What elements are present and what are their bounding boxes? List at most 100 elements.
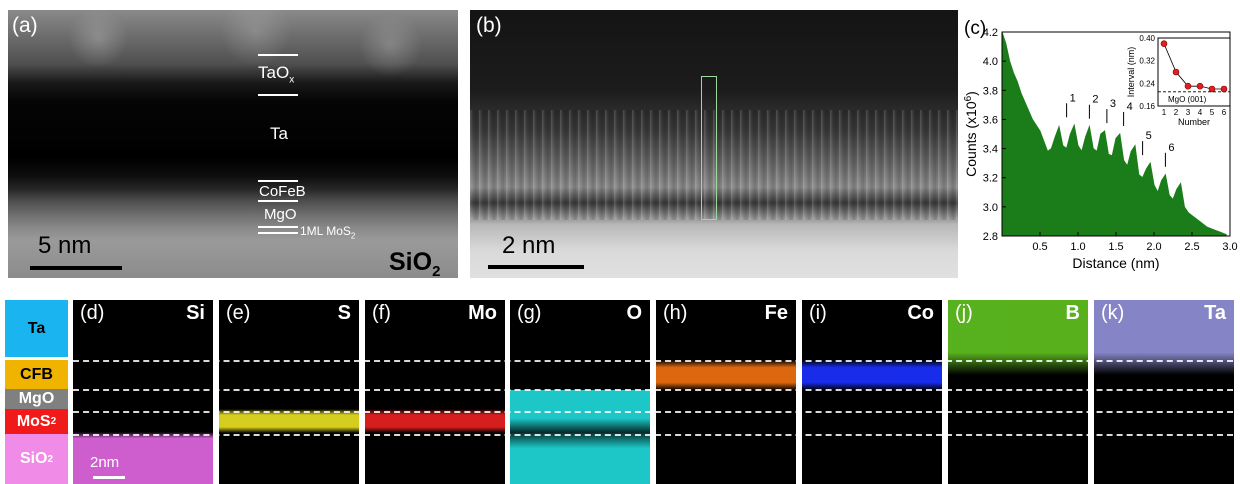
peak-label: 1 [1070, 92, 1076, 104]
inset-point [1196, 82, 1204, 90]
element-label: O [626, 302, 642, 324]
inset-y-tick-label: 0.24 [1139, 79, 1155, 88]
panel-a-label: (a) [12, 14, 38, 37]
eds-map-si: (d) Si 2nm [73, 300, 213, 484]
layer-line [258, 54, 298, 56]
substrate-label: SiO2 [389, 248, 441, 278]
panel-c-label: (c) [964, 18, 986, 39]
element-signal [802, 360, 942, 390]
interface-dashed-line [73, 434, 1233, 436]
scale-label: 2 nm [502, 232, 556, 259]
map-panel-label: (h) [663, 302, 688, 324]
counts-area-series [1001, 31, 1227, 237]
y-tick-label: 3.2 [983, 173, 998, 185]
y-tick-label: 2.8 [983, 231, 998, 243]
legend-mos: MoS 2 [5, 409, 68, 434]
eds-map-ta: (k) Ta [1094, 300, 1234, 484]
interface-dashed-line [73, 360, 1233, 362]
y-tick-label: 4.0 [983, 56, 998, 68]
mgo-reference-label: MgO (001) [1168, 95, 1207, 104]
scale-label: 5 nm [38, 232, 92, 259]
ta-ox-texture [8, 10, 458, 80]
peak-label: 3 [1110, 98, 1116, 110]
panel-b-label: (b) [476, 14, 502, 37]
element-signal [510, 390, 650, 484]
map-panel-label: (k) [1101, 302, 1125, 324]
inset-y-tick-label: 0.16 [1139, 102, 1155, 111]
eds-map-mo: (f) Mo [365, 300, 505, 484]
eds-map-b: (j) B [948, 300, 1088, 484]
element-signal [365, 409, 505, 433]
x-tick-label: 0.5 [1032, 241, 1047, 253]
x-tick-label: 3.0 [1222, 241, 1237, 253]
peak-label: 5 [1146, 130, 1152, 142]
scale-bar [488, 265, 584, 269]
inset-point [1184, 82, 1192, 90]
inset-x-tick-label: 4 [1198, 108, 1203, 117]
x-tick-label: 2.5 [1184, 241, 1199, 253]
legend-cfb: CFB [5, 360, 68, 389]
element-signal [1094, 300, 1234, 375]
interface-dashed-line [73, 389, 1233, 391]
eds-map-o: (g) O [510, 300, 650, 484]
layer-line [258, 200, 298, 202]
element-signal [948, 300, 1088, 375]
element-label: Fe [764, 302, 788, 324]
inset-x-tick-label: 2 [1174, 108, 1179, 117]
inset-y-tick-label: 0.40 [1139, 34, 1155, 43]
map-scale-bar [93, 476, 125, 479]
element-label: B [1065, 302, 1080, 324]
layer-line [258, 180, 298, 182]
element-signal [73, 432, 213, 484]
x-tick-label: 1.0 [1070, 241, 1085, 253]
layer-label-taox: TaOx [258, 63, 295, 86]
interface-dashed-line [73, 411, 1233, 413]
inset-x-label: Number [1178, 117, 1210, 127]
inset-point [1160, 40, 1168, 47]
inset-x-tick-label: 5 [1210, 108, 1215, 117]
inset-point [1220, 85, 1228, 93]
y-tick-label: 4.2 [983, 27, 998, 39]
element-label: Si [186, 302, 205, 324]
inset-frame [1157, 37, 1231, 107]
map-panel-label: (g) [517, 302, 542, 324]
element-signal [219, 409, 359, 433]
element-signal [656, 360, 796, 390]
eds-map-co: (i) Co [802, 300, 942, 484]
layer-label-cofeb: CoFeB [259, 183, 306, 200]
element-label: Ta [1204, 302, 1226, 324]
peak-label: 4 [1127, 101, 1133, 113]
layer-line [258, 94, 298, 96]
map-scale-label: 2nm [90, 454, 120, 471]
element-label: Co [907, 302, 934, 324]
peak-label: 2 [1092, 94, 1098, 106]
line-profile-chart: 2.8 3.0 3.2 3.4 3.6 3.8 4.0 4.2 0.5 1.0 1.5 2.0 2.5 3… [963, 18, 1238, 271]
layer-line [258, 226, 298, 228]
scale-bar [30, 266, 122, 270]
line-profile-box [701, 76, 717, 220]
map-panel-label: (i) [809, 302, 827, 324]
map-panel-label: (e) [226, 302, 251, 324]
x-axis-label: Distance (nm) [1072, 255, 1159, 271]
map-panel-label: (f) [372, 302, 391, 324]
panel-c-chart: 2.8 3.0 3.2 3.4 3.6 3.8 4.0 4.2 0.5 1.0 1.5 2.0 2.5 3… [962, 10, 1240, 286]
eds-map-s: (e) S [219, 300, 359, 484]
inset-x-tick-label: 1 [1162, 108, 1167, 117]
lattice-texture [470, 110, 958, 220]
layer-label-mgo: MgO [264, 206, 297, 223]
y-tick-label: 3.0 [983, 202, 998, 214]
y-axis-label: Counts (x106) [963, 91, 979, 177]
map-panel-label: (d) [80, 302, 105, 324]
inset-x-tick-label: 3 [1186, 108, 1191, 117]
panel-a-tem-image: (a) TaOx Ta CoFeB MgO 1ML MoS2 5 nm SiO2 [8, 10, 458, 278]
peak-label: 6 [1168, 142, 1174, 154]
layer-line [258, 232, 298, 234]
legend-mgo: MgO [5, 389, 68, 409]
layer-label-mos2: 1ML MoS2 [300, 224, 356, 241]
panel-b-tem-image: (b) 2 nm [470, 10, 958, 278]
inset-y-tick-label: 0.32 [1139, 57, 1155, 66]
element-label: S [337, 302, 351, 324]
y-tick-label: 3.4 [983, 144, 998, 156]
legend-ta: Ta [5, 300, 68, 357]
legend-sio: SiO 2 [5, 434, 68, 484]
